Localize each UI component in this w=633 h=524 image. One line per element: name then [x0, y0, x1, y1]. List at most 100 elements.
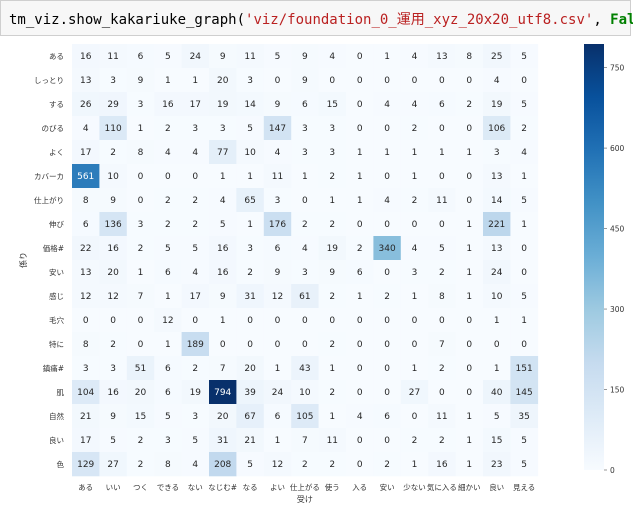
cell-value-label: 145	[516, 388, 533, 398]
heatmap-cell	[455, 116, 484, 141]
cell-value-label: 8	[466, 52, 472, 62]
heatmap-cell	[236, 116, 265, 141]
heatmap-cell	[263, 404, 292, 429]
cell-value-label: 20	[244, 364, 256, 374]
heatmap-cell	[126, 308, 155, 333]
cell-value-label: 0	[357, 364, 363, 374]
cell-value-label: 10	[107, 172, 119, 182]
heatmap-cell	[318, 452, 347, 477]
cell-value-label: 0	[412, 76, 418, 86]
heatmap-cell	[455, 356, 484, 381]
cell-value-label: 2	[384, 460, 390, 470]
heatmap-cell	[318, 68, 347, 93]
heatmap-cell	[236, 44, 265, 69]
cell-value-label: 0	[302, 340, 308, 350]
heatmap-cell	[236, 332, 265, 357]
heatmap-cell	[72, 308, 100, 333]
code-cell[interactable]: tm_viz.show_kakariuke_graph('viz/foundat…	[0, 0, 633, 36]
heatmap-cell	[455, 332, 484, 357]
cell-value-label: 16	[107, 388, 119, 398]
heatmap-cell	[346, 68, 374, 93]
cell-value-label: 0	[192, 316, 198, 326]
cell-value-label: 2	[412, 436, 418, 446]
cell-value-label: 1	[384, 148, 390, 158]
heatmap-cell	[181, 452, 210, 477]
cell-value-label: 0	[247, 316, 253, 326]
cell-value-label: 17	[80, 148, 91, 158]
heatmap-cell	[209, 212, 237, 237]
heatmap-cell	[455, 308, 484, 333]
heatmap-cell	[181, 404, 210, 429]
x-tick-label: 細かい	[458, 482, 481, 492]
cell-value-label: 19	[217, 100, 229, 110]
heatmap-cell	[154, 332, 182, 357]
heatmap-cell	[72, 116, 100, 141]
cell-value-label: 3	[494, 148, 500, 158]
heatmap-cell	[510, 332, 539, 357]
heatmap-cell	[400, 44, 429, 69]
cell-value-label: 4	[165, 148, 171, 158]
heatmap-cell	[510, 188, 539, 213]
heatmap-cell	[209, 68, 237, 93]
heatmap-cell	[400, 116, 429, 141]
heatmap-cell	[483, 380, 511, 405]
heatmap-cell	[291, 92, 319, 117]
heatmap-cell	[154, 188, 182, 213]
heatmap-cell	[318, 404, 347, 429]
code-comma: ,	[593, 12, 611, 28]
heatmap-cell	[154, 308, 182, 333]
cell-value-label: 2	[138, 460, 144, 470]
heatmap-cell	[126, 236, 155, 261]
heatmap-cell	[209, 116, 237, 141]
heatmap-cell	[455, 212, 484, 237]
cell-value-label: 19	[327, 244, 339, 254]
heatmap-cell	[483, 212, 511, 237]
y-tick-label: ある	[49, 52, 64, 61]
cell-value-label: 1	[412, 172, 418, 182]
heatmap-cell	[72, 140, 100, 165]
heatmap-cell	[263, 140, 292, 165]
cell-value-label: 0	[439, 220, 445, 230]
cell-value-label: 2	[329, 172, 335, 182]
heatmap-cell	[126, 164, 155, 189]
heatmap-cell	[154, 92, 182, 117]
heatmap-cell	[318, 212, 347, 237]
heatmap-cell	[154, 116, 182, 141]
cell-value-label: 2	[138, 244, 144, 254]
cell-value-label: 1	[466, 436, 472, 446]
cell-value-label: 51	[135, 364, 146, 374]
cell-value-label: 1	[192, 76, 198, 86]
cell-value-label: 16	[217, 268, 229, 278]
cell-value-label: 0	[521, 268, 527, 278]
heatmap-cell	[99, 452, 128, 477]
cell-value-label: 15	[135, 412, 146, 422]
heatmap-cell	[263, 116, 292, 141]
y-axis-title: 係り	[19, 252, 28, 268]
heatmap-cell	[510, 452, 539, 477]
heatmap-cell	[346, 116, 374, 141]
cell-value-label: 0	[466, 388, 472, 398]
heatmap-cell	[72, 68, 100, 93]
cell-value-label: 1	[412, 148, 418, 158]
cell-value-label: 1	[384, 52, 390, 62]
heatmap-cell	[373, 92, 402, 117]
heatmap-cell	[400, 188, 429, 213]
cell-value-label: 3	[83, 364, 89, 374]
cell-value-label: 0	[384, 220, 390, 230]
heatmap-cell	[346, 92, 374, 117]
cell-value-label: 17	[80, 436, 91, 446]
heatmap-cell	[72, 404, 100, 429]
heatmap-cell	[373, 356, 402, 381]
heatmap-cell	[126, 260, 155, 285]
cell-value-label: 1	[302, 172, 308, 182]
cell-value-label: 3	[138, 220, 144, 230]
cell-value-label: 1	[247, 220, 253, 230]
colorbar	[584, 44, 604, 470]
heatmap-cell	[318, 188, 347, 213]
cell-value-label: 4	[494, 76, 500, 86]
cell-value-label: 11	[436, 412, 447, 422]
cell-value-label: 0	[384, 436, 390, 446]
cell-value-label: 5	[247, 460, 253, 470]
heatmap-cell	[263, 188, 292, 213]
cell-value-label: 19	[190, 388, 202, 398]
